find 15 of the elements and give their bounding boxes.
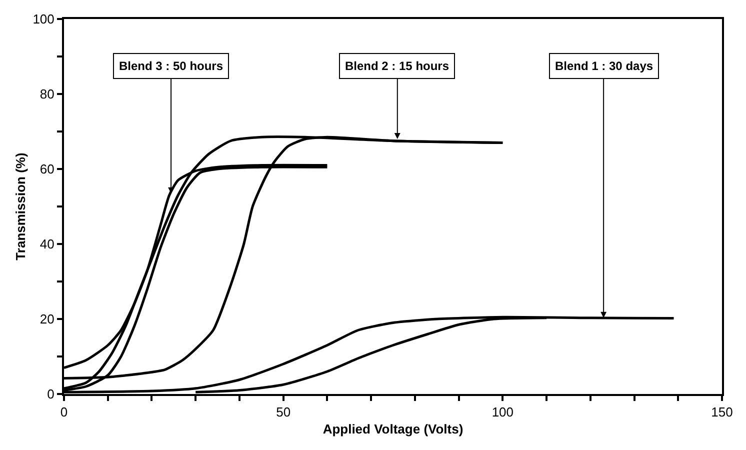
annotation: Blend 3 : 50 hours bbox=[119, 59, 224, 73]
y-axis-title: Transmission (%) bbox=[13, 152, 28, 260]
y-tick-label: 40 bbox=[40, 236, 54, 252]
y-tick-label: 80 bbox=[40, 86, 54, 102]
y-tick-label: 0 bbox=[47, 386, 54, 402]
y-tick-label: 60 bbox=[40, 162, 54, 177]
annotation: Blend 1 : 30 days bbox=[555, 59, 654, 73]
x-tick-label: 50 bbox=[276, 404, 291, 420]
y-tick-label: 100 bbox=[32, 12, 54, 27]
x-axis-title: Applied Voltage (Volts) bbox=[322, 422, 464, 437]
x-tick-label: 0 bbox=[60, 404, 68, 420]
y-tick-label: 20 bbox=[40, 312, 54, 327]
annotation: Blend 2 : 15 hours bbox=[345, 59, 450, 73]
x-tick-label: 100 bbox=[492, 404, 514, 420]
x-tick-label: 150 bbox=[711, 404, 733, 420]
